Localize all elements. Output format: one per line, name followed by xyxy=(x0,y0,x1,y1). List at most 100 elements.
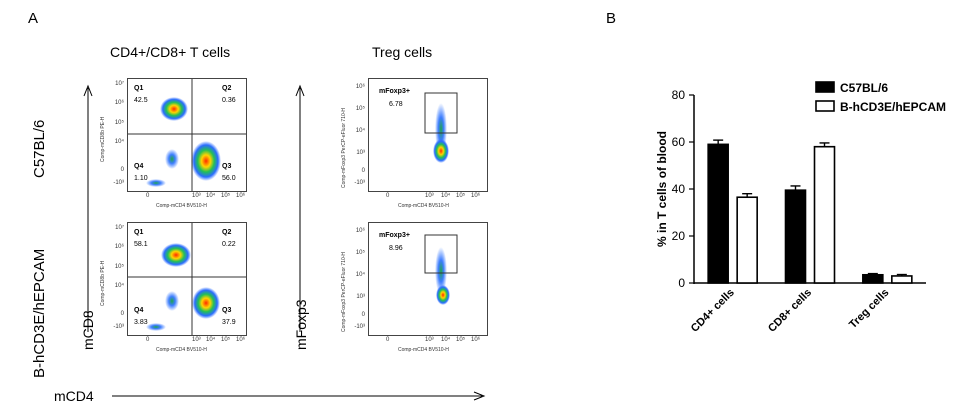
flow-density-c57-treg xyxy=(424,92,458,163)
flow-x-label: Comp-mCD4 BV510-H xyxy=(156,347,207,353)
q3-value: 56.0 xyxy=(222,175,236,182)
flow-density-bh-cd4cd8 xyxy=(128,223,246,335)
ytick: 10⁵ xyxy=(355,106,365,112)
ytick: 10⁴ xyxy=(114,139,124,145)
mcd8-arrow-head xyxy=(83,84,93,97)
bar xyxy=(891,275,913,284)
xtick: 10⁶ xyxy=(236,337,246,343)
xtick: 10⁵ xyxy=(456,193,466,199)
xtick: 10⁵ xyxy=(221,337,231,343)
y-tick-label: 80 xyxy=(672,88,686,102)
bar xyxy=(813,145,836,284)
xtick: 10⁶ xyxy=(471,193,481,199)
y-tick-label: 0 xyxy=(678,276,685,290)
flow-plot-bh-treg: mFoxp3+ 8.96 xyxy=(368,222,488,336)
ytick: 10⁷ xyxy=(115,81,124,87)
bar-chart: 0 20 40 60 80 % in T cells of blood CD4+ cells… xyxy=(655,81,946,335)
flow-plot-c57-cd4cd8: Q1 42.5 Q2 0.36 Q4 1.10 Q3 56.0 xyxy=(127,78,247,192)
gate-value: 6.78 xyxy=(389,101,403,108)
bar xyxy=(862,273,884,284)
ytick: 10⁴ xyxy=(355,128,365,134)
legend-label: C57BL/6 xyxy=(840,81,888,95)
xtick: 10³ xyxy=(192,337,201,343)
y-axis-label: % in T cells of blood xyxy=(655,131,669,247)
gate-value: 8.96 xyxy=(389,245,403,252)
ytick: 10³ xyxy=(356,150,365,156)
q4-label: Q4 xyxy=(134,307,144,314)
flow-y-label: Comp-mFoxp3 PerCP-eFluor 710-H xyxy=(341,107,347,188)
q4-value: 3.83 xyxy=(134,319,148,326)
xtick: 10⁵ xyxy=(221,193,231,199)
mfoxp3-arrow-head xyxy=(295,84,305,97)
q2-label: Q2 xyxy=(222,229,232,236)
flow-density-bh-treg xyxy=(424,234,458,305)
ytick: 0 xyxy=(120,311,124,317)
ytick: 10⁴ xyxy=(114,283,124,289)
flow-x-label: Comp-mCD4 BV510-H xyxy=(156,203,207,209)
flow-y-label: Comp-mFoxp3 PerCP-eFluor 710-H xyxy=(341,251,347,332)
q1-label: Q1 xyxy=(134,229,144,236)
ytick: 10⁶ xyxy=(114,100,124,106)
q2-value: 0.22 xyxy=(222,241,236,248)
xtick: 10⁴ xyxy=(441,337,451,343)
ytick: -10³ xyxy=(113,180,124,186)
xtick: 0 xyxy=(146,337,150,343)
xtick: 10⁴ xyxy=(441,193,451,199)
ytick: 10⁵ xyxy=(355,250,365,256)
x-tick-label: CD8+ cells xyxy=(766,287,814,335)
x-tick-label: CD4+ cells xyxy=(689,287,737,335)
xtick: 10³ xyxy=(425,193,434,199)
xtick: 0 xyxy=(386,337,390,343)
flow-density-c57-cd4cd8 xyxy=(128,79,246,191)
xtick: 0 xyxy=(146,193,150,199)
q3-label: Q3 xyxy=(222,307,232,314)
mcd4-arrow-head xyxy=(473,391,486,401)
xtick: 0 xyxy=(386,193,390,199)
panel-b-letter: B xyxy=(606,10,617,27)
ytick: 10⁶ xyxy=(355,84,365,90)
xtick: 10⁵ xyxy=(456,337,466,343)
gate-label: mFoxp3+ xyxy=(379,232,410,239)
q4-value: 1.10 xyxy=(134,175,148,182)
flow-x-label: Comp-mCD4 BV510-H xyxy=(398,347,449,353)
xtick: 10⁴ xyxy=(206,193,216,199)
gate-label: mFoxp3+ xyxy=(379,88,410,95)
flow-x-label: Comp-mCD4 BV510-H xyxy=(398,203,449,209)
ytick: 10⁶ xyxy=(355,228,365,234)
q1-value: 58.1 xyxy=(134,241,148,248)
col-title-cd4-cd8: CD4+/CD8+ T cells xyxy=(110,44,231,60)
q2-label: Q2 xyxy=(222,85,232,92)
flow-plot-bh-cd4cd8: Q1 58.1 Q2 0.22 Q4 3.83 Q3 37.9 xyxy=(127,222,247,336)
bar xyxy=(736,196,758,284)
flow-y-label: Comp-mCD8b PE-H xyxy=(100,116,106,162)
ytick: 10³ xyxy=(356,294,365,300)
xtick: 10⁶ xyxy=(236,193,246,199)
ytick: -10³ xyxy=(354,324,365,330)
ytick: 10⁶ xyxy=(114,244,124,250)
y-tick-label: 40 xyxy=(672,182,686,196)
q3-label: Q3 xyxy=(222,163,232,170)
xtick: 10⁴ xyxy=(206,337,216,343)
q1-label: Q1 xyxy=(134,85,144,92)
ytick: 0 xyxy=(361,312,365,318)
bar xyxy=(707,143,729,284)
legend-label: B-hCD3E/hEPCAM xyxy=(840,100,946,114)
flow-plot-c57-treg: mFoxp3+ 6.78 xyxy=(368,78,488,192)
legend-swatch xyxy=(815,81,835,93)
xtick: 10⁶ xyxy=(471,337,481,343)
ytick: 0 xyxy=(120,167,124,173)
ytick: 10⁵ xyxy=(114,264,124,270)
q1-value: 42.5 xyxy=(134,97,148,104)
xtick: 10³ xyxy=(425,337,434,343)
q3-value: 37.9 xyxy=(222,319,236,326)
ytick: 0 xyxy=(361,168,365,174)
axis-label-mcd4: mCD4 xyxy=(54,388,94,404)
col-title-treg: Treg cells xyxy=(372,44,433,60)
ytick: 10⁷ xyxy=(115,225,124,231)
panel-a-letter: A xyxy=(28,10,39,27)
x-tick-label: Treg cells xyxy=(847,287,891,331)
ytick: -10³ xyxy=(113,324,124,330)
xtick: 10³ xyxy=(192,193,201,199)
y-tick-label: 60 xyxy=(672,135,686,149)
